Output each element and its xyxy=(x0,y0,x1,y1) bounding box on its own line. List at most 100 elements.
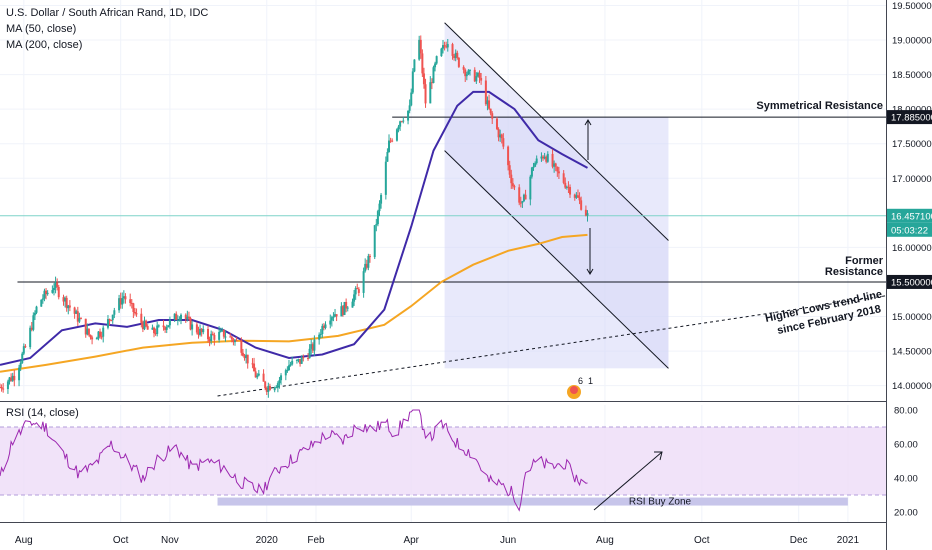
candle-body xyxy=(445,46,448,48)
ma200-legend[interactable]: MA (200, close) xyxy=(6,39,83,51)
candle-body xyxy=(311,344,314,351)
resistance-price-badge-bg xyxy=(887,110,932,125)
candle-body xyxy=(519,202,522,204)
candle-body xyxy=(232,339,235,343)
candle-body xyxy=(365,263,368,268)
candle-body xyxy=(499,134,502,138)
candle-body xyxy=(208,339,211,342)
candle-body xyxy=(440,48,443,57)
candle-body xyxy=(191,324,194,330)
time-axis-label: Jun xyxy=(500,535,516,546)
candle-body xyxy=(562,173,565,183)
candle-body xyxy=(180,314,183,320)
event-badge-flag-icon xyxy=(570,386,578,394)
candle-body xyxy=(102,327,105,337)
candle-body xyxy=(330,317,333,321)
candle-body xyxy=(286,370,289,372)
candle-body xyxy=(76,311,79,322)
candle-body xyxy=(521,201,524,203)
time-axis-label: Aug xyxy=(15,535,33,546)
candle-body xyxy=(500,134,503,139)
candle-body xyxy=(221,329,224,331)
candle-body xyxy=(284,370,287,376)
candle-body xyxy=(119,298,122,305)
candle-body xyxy=(202,329,205,333)
candle-body xyxy=(322,325,325,328)
candle-body xyxy=(580,200,583,210)
candle-body xyxy=(133,311,136,314)
candle-body xyxy=(256,375,259,378)
rsi-legend[interactable]: RSI (14, close) xyxy=(6,407,79,419)
candle-body xyxy=(497,129,500,138)
candle-body xyxy=(422,73,425,85)
candle-body xyxy=(375,224,378,226)
candle-body xyxy=(421,53,424,74)
candle-body xyxy=(308,348,311,359)
candle-body xyxy=(229,336,232,338)
channel-upper-line xyxy=(444,22,669,241)
candle-body xyxy=(545,156,548,162)
candle-body xyxy=(199,328,202,335)
candle-body xyxy=(18,367,21,381)
symbol-title[interactable]: U.S. Dollar / South African Rand, 1D, ID… xyxy=(6,7,209,19)
candle-body xyxy=(29,327,32,348)
candle-body xyxy=(357,289,360,293)
candle-body xyxy=(488,100,491,109)
candle-body xyxy=(413,59,416,72)
candle-body xyxy=(135,313,138,315)
candle-body xyxy=(578,197,581,201)
candle-body xyxy=(313,339,316,351)
channel-lower-line xyxy=(444,150,669,369)
candle-body xyxy=(67,305,70,309)
candle-body xyxy=(432,67,435,83)
candle-body xyxy=(502,138,505,147)
candle-body xyxy=(32,315,35,330)
candle-body xyxy=(41,298,44,300)
rsi-axis-label: 20.00 xyxy=(894,508,918,519)
candle-body xyxy=(557,171,560,174)
candle-body xyxy=(43,290,46,299)
candle-body xyxy=(307,358,310,360)
candle-body xyxy=(122,296,125,299)
candle-body xyxy=(351,301,354,308)
candle-body xyxy=(219,330,222,333)
rsi-axis-label: 60.00 xyxy=(894,440,918,451)
rsi-axis-label: 40.00 xyxy=(894,474,918,485)
candle-body xyxy=(175,313,178,321)
candle-body xyxy=(156,325,159,334)
ma50-legend[interactable]: MA (50, close) xyxy=(6,23,77,35)
candle-body xyxy=(384,161,387,195)
candle-body xyxy=(222,329,225,337)
candle-body xyxy=(489,108,492,114)
candle-body xyxy=(200,328,203,333)
candle-body xyxy=(467,70,470,75)
candle-body xyxy=(411,71,414,93)
candle-body xyxy=(343,302,346,315)
candle-body xyxy=(551,153,554,167)
candle-body xyxy=(146,326,149,330)
candle-body xyxy=(287,365,290,371)
former-resistance-price-badge-bg xyxy=(887,274,932,289)
former-resistance-price-badge: 15.500000 xyxy=(891,277,932,288)
candle-body xyxy=(368,255,371,258)
candle-body xyxy=(143,320,146,330)
down-arrow-head xyxy=(586,268,594,275)
candle-body xyxy=(435,56,438,64)
candle-body xyxy=(97,331,100,338)
candle-body xyxy=(130,302,133,304)
candle-body xyxy=(187,316,190,318)
rsi-line xyxy=(0,409,588,512)
candle-body xyxy=(68,305,71,308)
candle-body xyxy=(584,209,587,216)
candle-body xyxy=(380,194,383,204)
candle-body xyxy=(164,327,167,330)
candle-body xyxy=(218,332,221,340)
candle-body xyxy=(289,364,292,366)
candle-body xyxy=(362,271,365,293)
event-badge-count: 6 xyxy=(578,376,583,386)
price-axis-label: 17.500000 xyxy=(892,139,932,150)
candle-body xyxy=(62,297,65,302)
candle-body xyxy=(10,377,13,381)
candle-body xyxy=(40,299,43,307)
candle-body xyxy=(276,383,279,388)
